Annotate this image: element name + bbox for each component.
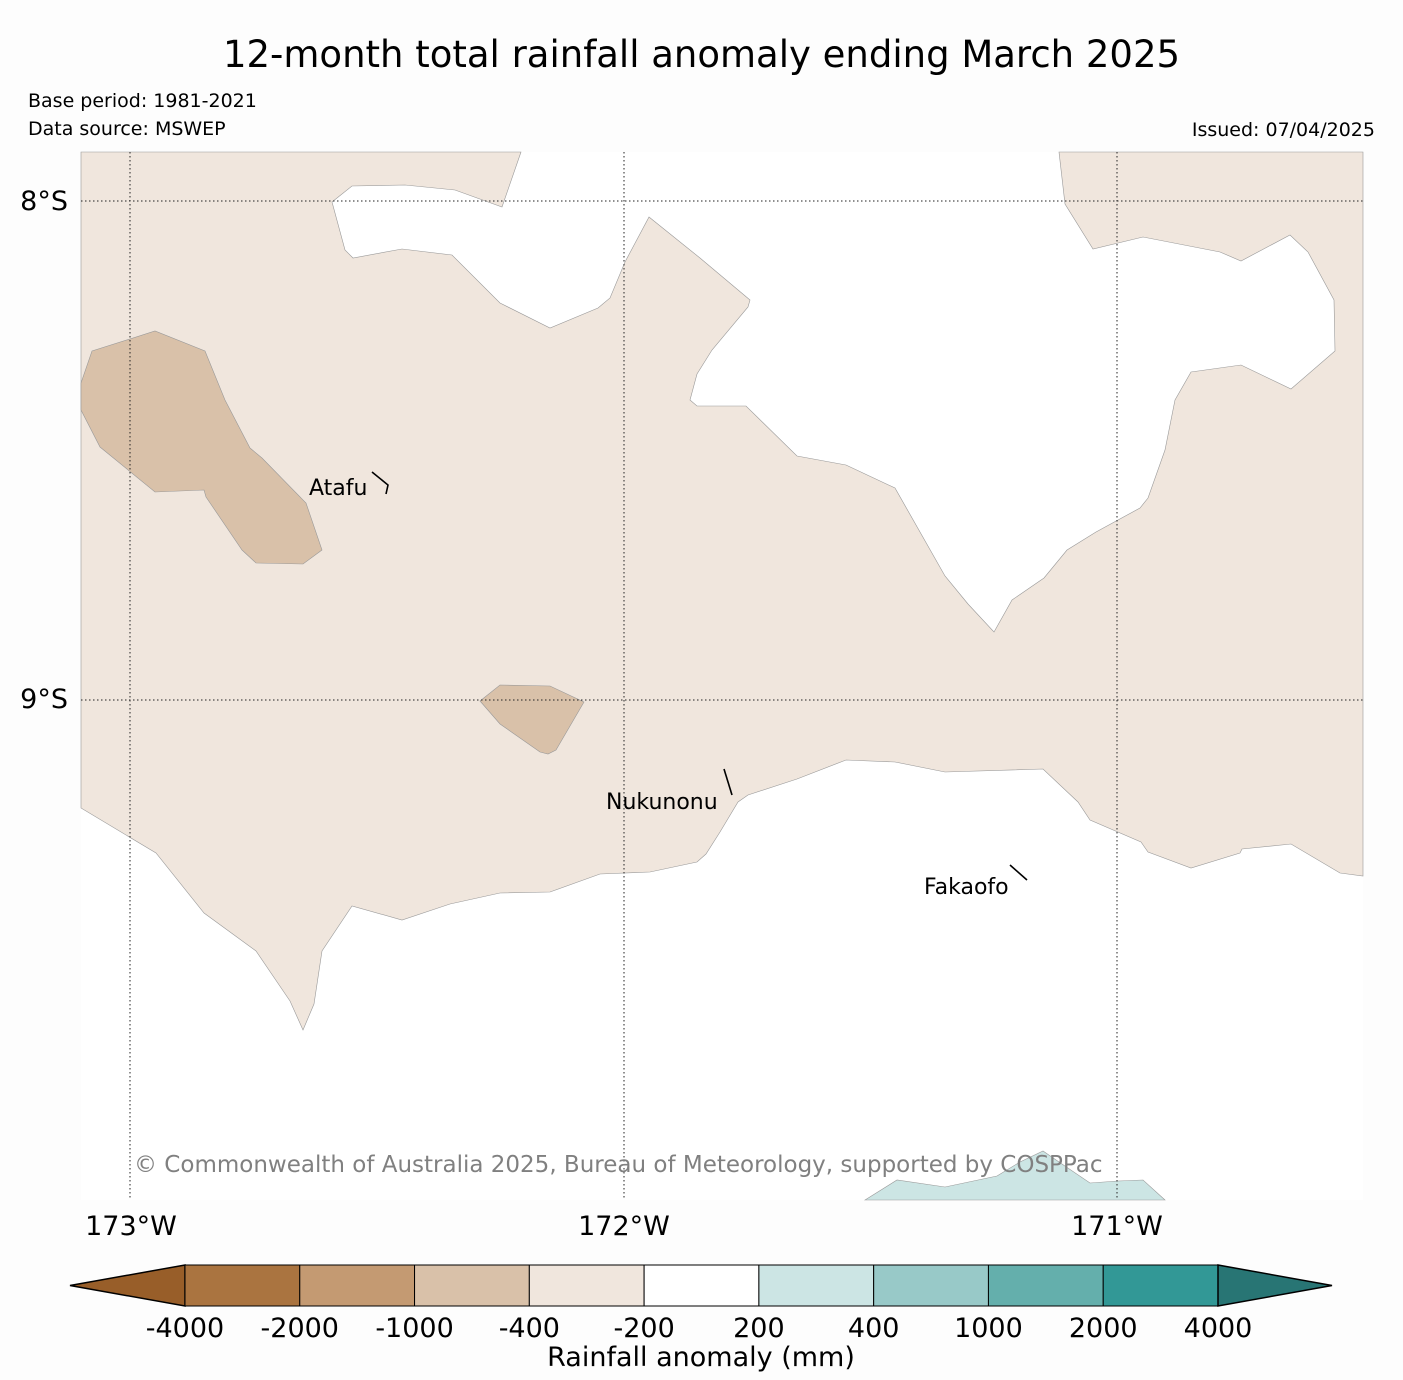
nukunonu-coastline (723, 768, 733, 796)
anomaly-region-dry-main (80, 151, 1364, 1031)
colorbar-segment (184, 1264, 301, 1307)
latitude-gridlines (81, 200, 1363, 701)
atafu-coastline (371, 471, 389, 495)
fakaofo-coastline (1009, 864, 1028, 881)
colorbar-tick-label: -1000 (375, 1313, 453, 1344)
issued-date: Issued: 07/04/2025 (1191, 119, 1375, 141)
colorbar-label: Rainfall anomaly (mm) (547, 1342, 855, 1373)
lon-label-173w: 173°W (85, 1211, 177, 1242)
map-area: Atafu Nukunonu Fakaofo © Commonwealth of… (80, 151, 1364, 1201)
colorbar: -4000 -2000 -1000 -400 -200 200 400 1000 2000 400… (69, 1264, 1333, 1344)
lon-label-171w: 171°W (1071, 1211, 1163, 1242)
longitude-labels: 173°W 172°W 171°W (85, 1211, 1163, 1242)
map-title: 12-month total rainfall anomaly ending M… (222, 33, 1181, 76)
colorbar-tick-label: -4000 (146, 1313, 224, 1344)
place-label-nukunonu: Nukunonu (606, 790, 718, 815)
colorbar-segment (643, 1264, 760, 1307)
colorbar-tick-label: 2000 (1069, 1313, 1138, 1344)
colorbar-tick-label: 1000 (954, 1313, 1023, 1344)
lat-label-9s: 9°S (20, 684, 68, 715)
data-source: Data source: MSWEP (28, 118, 226, 140)
colorbar-tick-label: -2000 (261, 1313, 339, 1344)
colorbar-tick-label: -400 (499, 1313, 560, 1344)
place-label-fakaofo: Fakaofo (924, 875, 1009, 900)
colorbar-segment (1102, 1264, 1219, 1307)
copyright-notice: © Commonwealth of Australia 2025, Bureau… (134, 1152, 1103, 1178)
colorbar-segment (758, 1264, 875, 1307)
colorbar-segment (987, 1264, 1104, 1307)
colorbar-tick-label: -200 (613, 1313, 674, 1344)
atoll-coastlines (371, 471, 1028, 881)
place-label-atafu: Atafu (309, 476, 367, 501)
base-period: Base period: 1981-2021 (28, 90, 257, 112)
anomaly-region-drier-central (479, 684, 585, 755)
lon-label-172w: 172°W (578, 1211, 670, 1242)
colorbar-segment (528, 1264, 645, 1307)
lat-label-8s: 8°S (20, 186, 68, 217)
colorbar-segment (873, 1264, 989, 1307)
anomaly-region-drier-west (80, 330, 323, 565)
latitude-labels: 8°S 9°S (20, 186, 68, 715)
colorbar-tick-label: 400 (848, 1313, 900, 1344)
colorbar-extend-high (1217, 1264, 1333, 1307)
colorbar-segment (299, 1264, 416, 1307)
colorbar-tick-label: 4000 (1184, 1313, 1253, 1344)
anomaly-region-wet-southeast (863, 1150, 1166, 1201)
colorbar-extend-low (69, 1264, 186, 1307)
colorbar-tick-label: 200 (733, 1313, 785, 1344)
longitude-gridlines (129, 152, 1118, 1200)
colorbar-segment (414, 1264, 530, 1307)
